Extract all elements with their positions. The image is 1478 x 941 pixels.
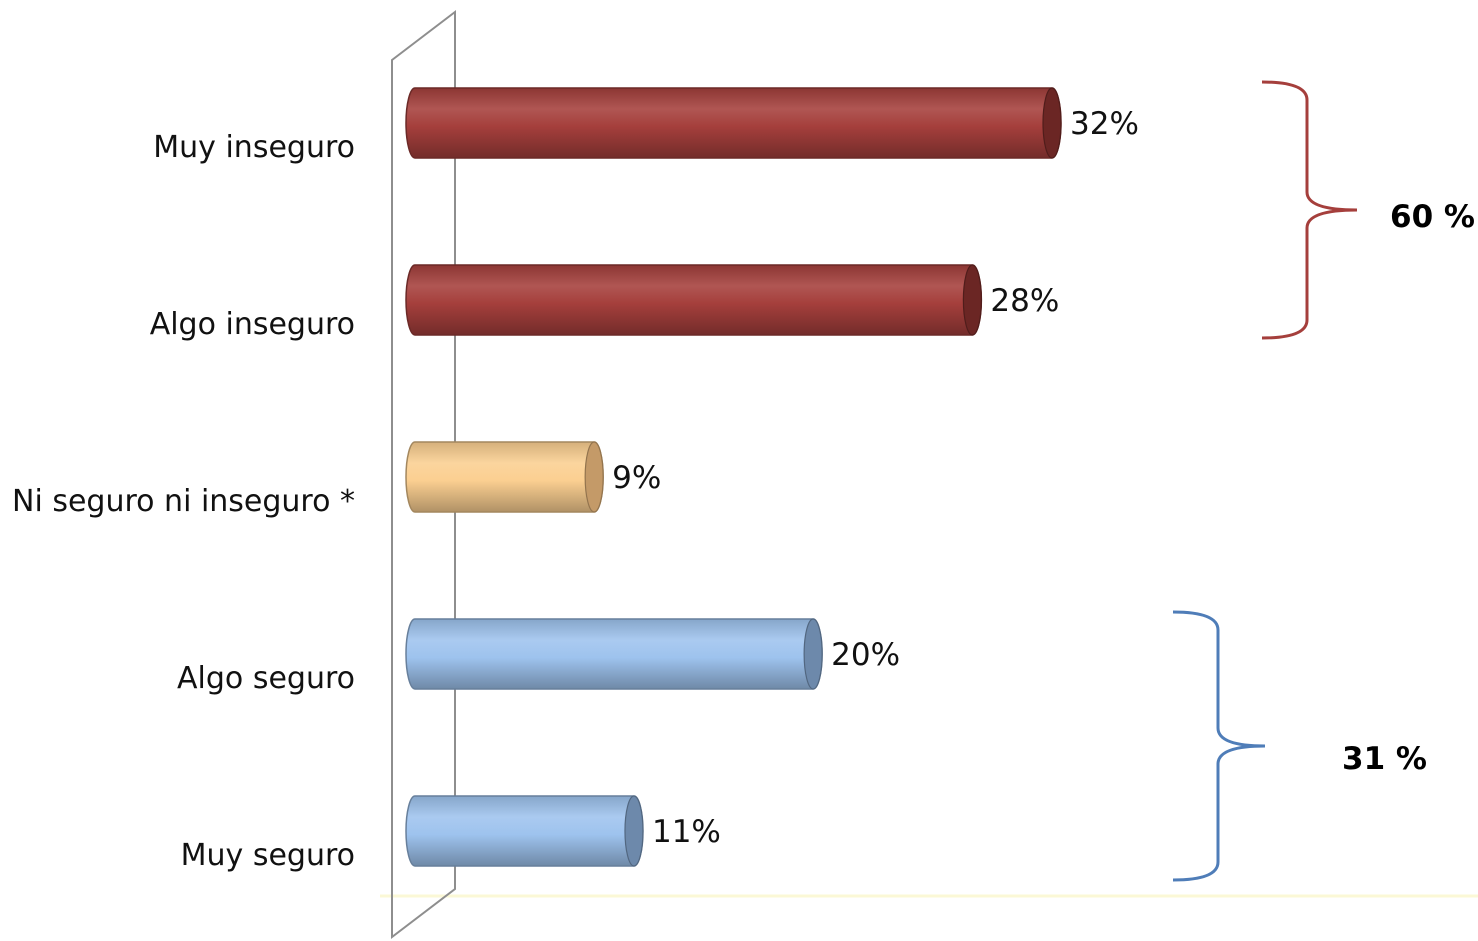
bar — [405, 795, 644, 867]
bar-body — [405, 618, 823, 690]
bar-end-cap — [584, 441, 604, 513]
bar — [405, 87, 1062, 159]
category-label: Ni seguro ni inseguro * — [12, 484, 355, 519]
labels-layer: 32% Muy inseguro 28% Algo inseguro 9% Ni segu… — [12, 106, 1139, 873]
bar-body — [405, 264, 983, 336]
bar-body — [405, 441, 604, 513]
value-label: 11% — [652, 814, 721, 850]
bar-end-cap — [803, 618, 823, 690]
group-bracket — [1261, 80, 1358, 340]
category-label: Algo seguro — [177, 661, 355, 696]
bar — [405, 618, 823, 690]
category-label: Muy inseguro — [153, 130, 355, 165]
value-label: 20% — [831, 637, 900, 673]
axis-wall — [391, 9, 456, 940]
category-label: Algo inseguro — [150, 307, 355, 342]
bar-end-cap — [1042, 87, 1062, 159]
value-label: 32% — [1070, 106, 1139, 142]
bar — [405, 441, 604, 513]
group-total-label: 60 % — [1390, 199, 1475, 235]
group-total-label: 31 % — [1342, 741, 1427, 777]
bars-layer — [405, 87, 1062, 867]
bar-end-cap — [624, 795, 644, 867]
category-label: Muy seguro — [181, 838, 355, 873]
value-label: 9% — [612, 460, 661, 496]
bar-body — [405, 87, 1062, 159]
bar-body — [405, 795, 644, 867]
value-label: 28% — [990, 283, 1059, 319]
bar — [405, 264, 983, 336]
annotation-layer: 60 % 31 % — [1172, 80, 1475, 882]
group-bracket — [1172, 610, 1266, 882]
bar-end-cap — [962, 264, 982, 336]
